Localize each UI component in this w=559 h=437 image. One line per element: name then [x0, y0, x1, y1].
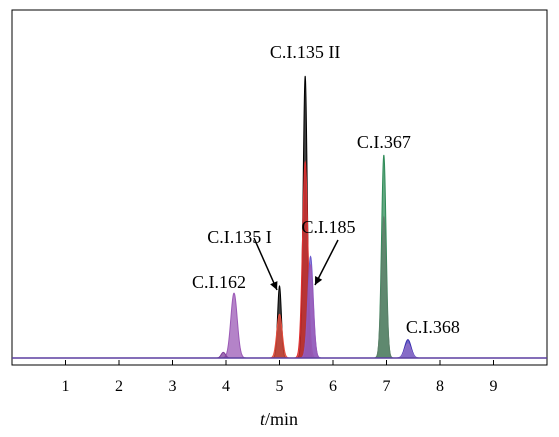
peak-label-6: C.I.368 [406, 317, 460, 337]
peak-6-component-2 [395, 343, 421, 359]
peak-label-2: C.I.135 I [207, 227, 272, 247]
peak-label-1: C.I.162 [192, 272, 246, 292]
x-tick-label-3: 3 [169, 378, 177, 395]
x-axis-unit: /min [265, 409, 298, 429]
peak-4-component-2 [299, 263, 322, 359]
x-axis-variable: t [260, 409, 266, 429]
x-tick-label-6: 6 [329, 378, 337, 395]
peak-label-4: C.I.185 [302, 217, 356, 237]
arrow-ci185 [314, 239, 339, 286]
peak-label-3: C.I.135 II [270, 42, 341, 62]
peak-1-component-1 [221, 292, 247, 359]
x-tick-label-4: 4 [222, 378, 230, 395]
x-tick-label-9: 9 [490, 378, 498, 395]
x-tick-label-7: 7 [383, 378, 391, 395]
peak-label-5: C.I.367 [357, 132, 411, 152]
peak-labels: C.I.162 C.I.135 I C.I.135 II C.I.185 C.I.367… [192, 42, 460, 337]
x-axis-title: t/min [260, 409, 298, 429]
peak-5-component-2 [374, 215, 394, 359]
x-tick-label-5: 5 [276, 378, 284, 395]
x-tick-label-1: 1 [62, 378, 70, 395]
arrow-ci135-i [253, 237, 278, 291]
peak-2-component-2 [268, 313, 291, 359]
peaks-group [214, 75, 421, 359]
x-ticks: 1 2 3 4 5 6 7 8 9 [62, 360, 498, 395]
x-tick-label-2: 2 [115, 378, 123, 395]
annotation-arrows [253, 237, 339, 291]
x-tick-label-8: 8 [436, 378, 444, 395]
